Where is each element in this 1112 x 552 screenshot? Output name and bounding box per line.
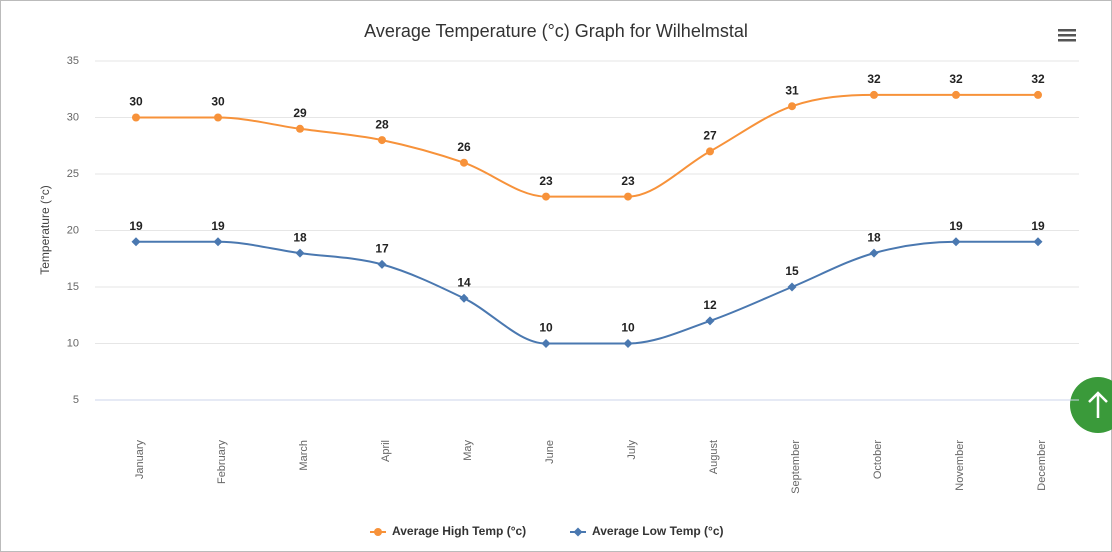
point-marker <box>951 237 961 247</box>
point-marker <box>378 136 386 145</box>
point-marker <box>213 237 223 247</box>
data-label: 10 <box>621 321 635 335</box>
data-label: 19 <box>949 219 963 233</box>
y-tick-label: 30 <box>67 111 79 123</box>
data-label: 32 <box>1031 72 1045 86</box>
series-line <box>136 240 1038 345</box>
x-tick-label: September <box>790 440 802 494</box>
point-marker <box>870 90 878 99</box>
data-label: 19 <box>1031 219 1045 233</box>
y-tick-label: 35 <box>67 55 79 67</box>
point-marker <box>214 113 222 122</box>
legend-marker <box>374 528 382 536</box>
point-marker <box>131 237 141 247</box>
x-tick-label: February <box>216 440 228 485</box>
point-marker <box>706 147 714 156</box>
data-label: 17 <box>375 242 389 256</box>
menu-bar <box>1058 29 1076 32</box>
point-marker <box>459 293 469 303</box>
x-tick-label: March <box>298 440 310 471</box>
x-tick-label: May <box>462 440 474 461</box>
y-tick-label: 20 <box>67 224 79 236</box>
point-marker <box>952 90 960 99</box>
data-label: 18 <box>867 230 881 244</box>
point-marker <box>869 248 879 258</box>
chart-title: Average Temperature (°c) Graph for Wilhe… <box>364 21 748 41</box>
data-label: 12 <box>703 298 717 312</box>
x-tick-label: June <box>544 440 556 464</box>
legend-marker <box>573 527 583 537</box>
data-label: 19 <box>211 219 225 233</box>
data-label: 15 <box>785 264 799 278</box>
point-marker <box>787 282 797 292</box>
data-label: 14 <box>457 275 471 289</box>
menu-button[interactable] <box>1058 29 1076 42</box>
menu-bar <box>1058 39 1076 42</box>
y-tick-label: 15 <box>67 281 79 293</box>
button-circle <box>1070 377 1112 433</box>
y-tick-label: 10 <box>67 337 79 349</box>
data-label: 23 <box>539 174 553 188</box>
point-marker <box>542 192 550 201</box>
y-axis-title: Temperature (°c) <box>38 185 52 275</box>
x-tick-label: January <box>134 440 146 480</box>
arrow-icon <box>1088 391 1108 418</box>
y-tick-label: 25 <box>67 168 79 180</box>
data-label: 28 <box>375 117 389 131</box>
point-marker <box>623 339 633 348</box>
data-label: 23 <box>621 174 635 188</box>
x-tick-label: December <box>1036 440 1048 491</box>
x-tick-label: November <box>954 440 966 491</box>
point-marker <box>705 316 715 326</box>
data-label: 10 <box>539 321 553 335</box>
point-marker <box>296 124 304 133</box>
legend-label: Average Low Temp (°c) <box>592 524 724 538</box>
point-marker <box>1033 237 1043 247</box>
data-label: 32 <box>867 72 881 86</box>
x-tick-label: October <box>872 440 884 479</box>
point-marker <box>541 339 551 348</box>
x-tick-label: August <box>708 440 720 474</box>
x-tick-label: April <box>380 440 392 462</box>
point-marker <box>788 102 796 111</box>
point-marker <box>460 158 468 167</box>
series-line <box>136 93 1038 198</box>
data-label: 30 <box>129 95 143 109</box>
data-label: 18 <box>293 230 307 244</box>
point-marker <box>295 248 305 258</box>
point-marker <box>624 192 632 201</box>
scroll-top-button[interactable] <box>1070 377 1112 433</box>
menu-bar <box>1058 34 1076 37</box>
data-label: 19 <box>129 219 143 233</box>
data-label: 27 <box>703 129 717 143</box>
data-label: 30 <box>211 95 225 109</box>
data-label: 29 <box>293 106 307 120</box>
data-label: 31 <box>785 83 799 97</box>
point-marker <box>377 259 387 269</box>
point-marker <box>132 113 140 122</box>
y-tick-label: 5 <box>73 394 79 406</box>
data-label: 26 <box>457 140 471 154</box>
legend-label: Average High Temp (°c) <box>392 524 526 538</box>
point-marker <box>1034 90 1042 99</box>
data-label: 32 <box>949 72 963 86</box>
x-tick-label: July <box>626 440 638 460</box>
